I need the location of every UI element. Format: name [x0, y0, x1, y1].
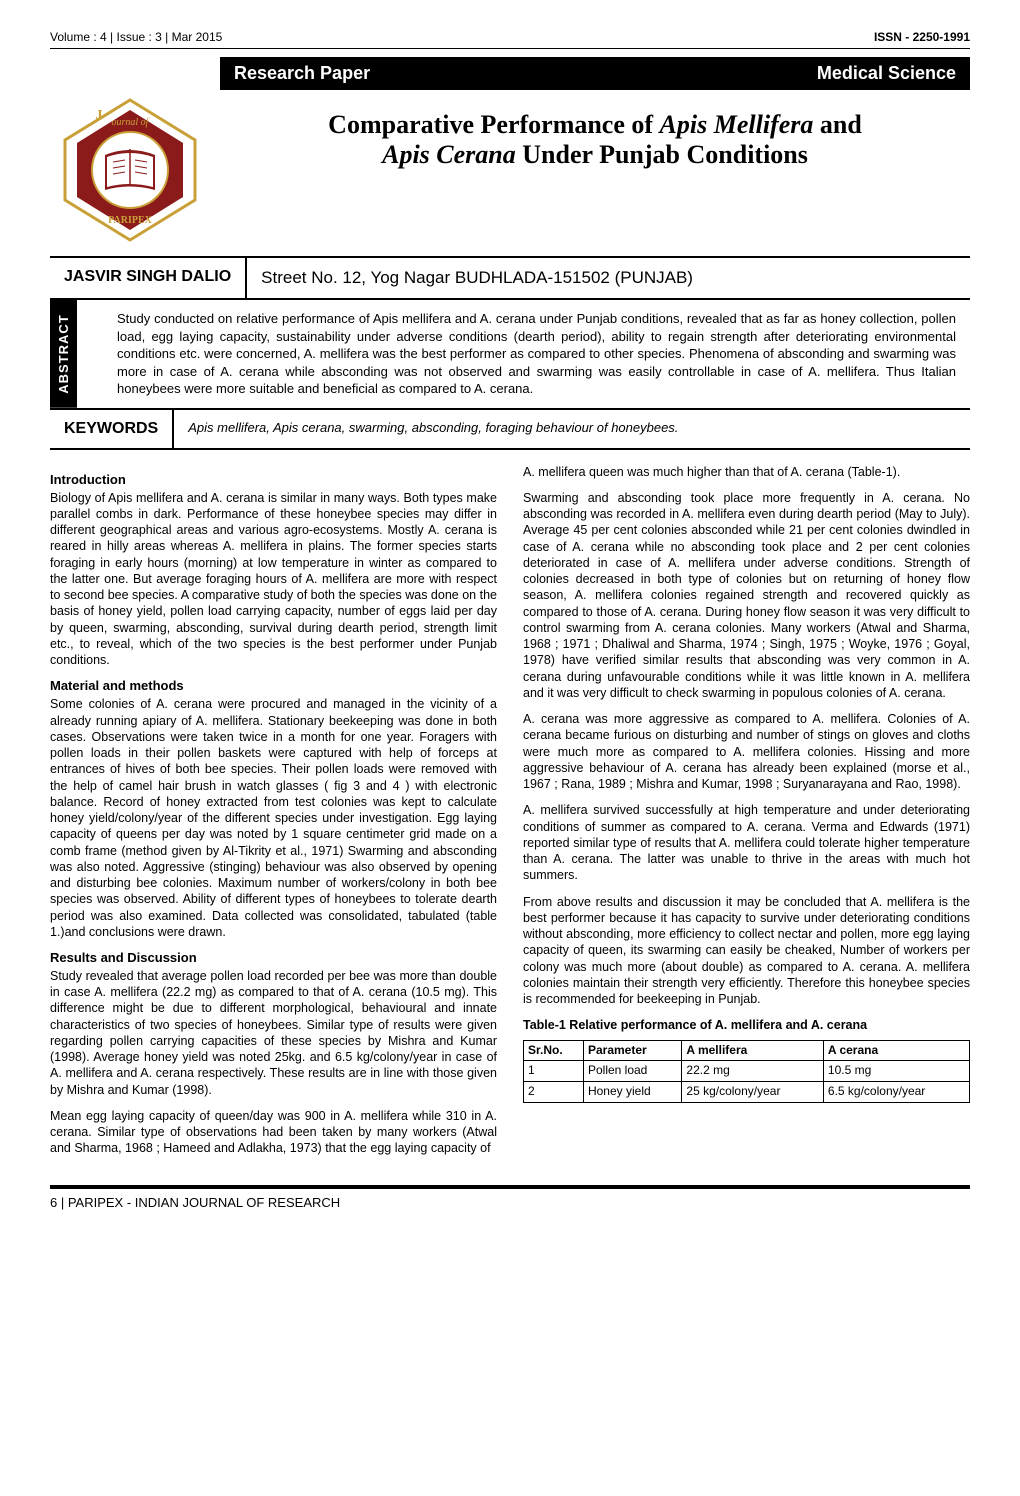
column-right: A. mellifera queen was much higher than …: [523, 464, 970, 1167]
volume-issue: Volume : 4 | Issue : 3 | Mar 2015: [50, 30, 222, 44]
svg-text:ournal of: ournal of: [112, 117, 150, 128]
domain-label: Medical Science: [817, 63, 956, 84]
header-strip: Research Paper Medical Science: [220, 57, 970, 90]
body-columns: Introduction Biology of Apis mellifera a…: [50, 464, 970, 1167]
top-bar: Volume : 4 | Issue : 3 | Mar 2015 ISSN -…: [50, 30, 970, 49]
results-heading: Results and Discussion: [50, 950, 497, 967]
th-mellifera: A mellifera: [682, 1040, 824, 1061]
table-header-row: Sr.No. Parameter A mellifera A cerana: [524, 1040, 970, 1061]
column-left: Introduction Biology of Apis mellifera a…: [50, 464, 497, 1167]
performance-table: Sr.No. Parameter A mellifera A cerana 1 …: [523, 1040, 970, 1103]
materials-heading: Material and methods: [50, 678, 497, 695]
th-srno: Sr.No.: [524, 1040, 584, 1061]
logo-svg: ournal of J PARIPEX: [55, 95, 205, 245]
table-caption: Table-1 Relative performance of A. melli…: [523, 1017, 970, 1033]
abstract-text: Study conducted on relative performance …: [77, 300, 970, 408]
author-name: JASVIR SINGH DALIO: [50, 258, 247, 298]
svg-text:PARIPEX: PARIPEX: [108, 215, 152, 226]
col2-para-5: From above results and discussion it may…: [523, 894, 970, 1008]
col2-para-4: A. mellifera survived successfully at hi…: [523, 802, 970, 883]
title-row: ournal of J PARIPEX Comparative Performa…: [50, 90, 970, 250]
table-row: 1 Pollen load 22.2 mg 10.5 mg: [524, 1061, 970, 1082]
intro-heading: Introduction: [50, 472, 497, 489]
results-para-1: Study revealed that average pollen load …: [50, 968, 497, 1098]
th-param: Parameter: [583, 1040, 681, 1061]
table-row: 2 Honey yield 25 kg/colony/year 6.5 kg/c…: [524, 1081, 970, 1102]
th-cerana: A cerana: [823, 1040, 969, 1061]
abstract-label: ABSTRACT: [50, 300, 77, 408]
keywords-row: KEYWORDS Apis mellifera, Apis cerana, sw…: [50, 410, 970, 450]
intro-para: Biology of Apis mellifera and A. cerana …: [50, 490, 497, 669]
svg-text:J: J: [96, 108, 103, 123]
issn: ISSN - 2250-1991: [874, 30, 970, 44]
research-paper-label: Research Paper: [234, 63, 370, 84]
author-row: JASVIR SINGH DALIO Street No. 12, Yog Na…: [50, 256, 970, 300]
paper-title: Comparative Performance of Apis Mellifer…: [210, 90, 970, 180]
author-address: Street No. 12, Yog Nagar BUDHLADA-151502…: [247, 258, 707, 298]
journal-logo: ournal of J PARIPEX: [50, 90, 210, 250]
abstract-row: ABSTRACT Study conducted on relative per…: [50, 300, 970, 410]
keywords-text: Apis mellifera, Apis cerana, swarming, a…: [174, 410, 692, 448]
materials-para: Some colonies of A. cerana were procured…: [50, 696, 497, 940]
results-para-2: Mean egg laying capacity of queen/day wa…: [50, 1108, 497, 1157]
keywords-label: KEYWORDS: [50, 410, 174, 448]
col2-para-2: Swarming and absconding took place more …: [523, 490, 970, 701]
col2-para-3: A. cerana was more aggressive as compare…: [523, 711, 970, 792]
col2-para-1: A. mellifera queen was much higher than …: [523, 464, 970, 480]
page-footer: 6 | PARIPEX - INDIAN JOURNAL OF RESEARCH: [50, 1185, 970, 1210]
